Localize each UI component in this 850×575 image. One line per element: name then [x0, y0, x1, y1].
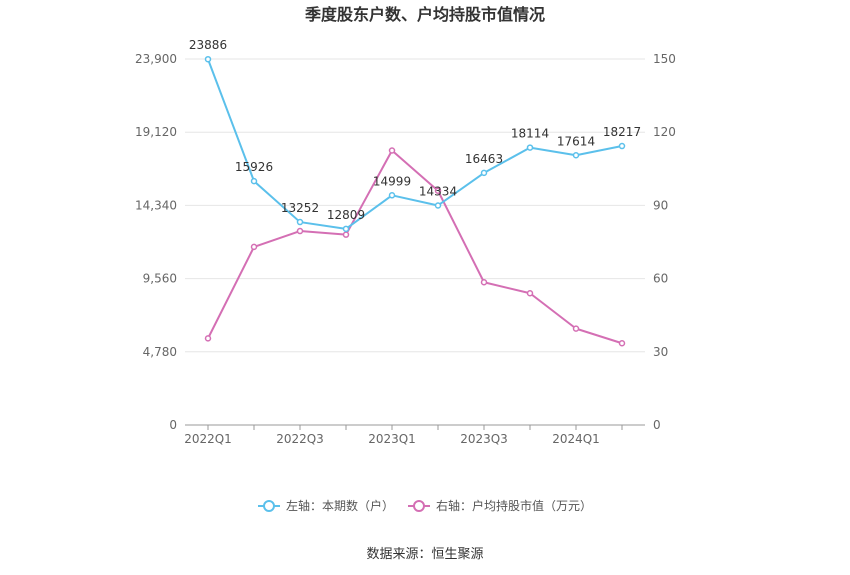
legend-swatch-marker	[413, 500, 425, 512]
y-right-tick-label: 120	[653, 125, 676, 139]
y-left-tick-label: 23,900	[135, 52, 177, 66]
data-point	[388, 192, 396, 199]
y-left-tick-label: 0	[169, 418, 177, 432]
data-label: 23886	[189, 38, 227, 52]
data-point	[618, 340, 626, 347]
data-point	[388, 147, 396, 154]
data-point	[342, 225, 350, 233]
y-right-tick-label: 60	[653, 272, 668, 286]
data-point	[204, 335, 212, 342]
data-point	[434, 187, 442, 195]
y-left-tick-label: 9,560	[143, 272, 177, 286]
axes: 0 0 4,780 30 9,560 60 14,340 90 19,120 120 23,900 1…	[135, 52, 676, 446]
data-label: 12809	[327, 208, 365, 222]
x-tick-label: 2024Q1	[552, 432, 600, 446]
data-label: 16463	[465, 152, 503, 166]
y-right-tick-label: 150	[653, 52, 676, 66]
data-point	[618, 142, 626, 150]
x-tick-label: 2022Q3	[276, 432, 324, 446]
data-point	[572, 152, 580, 159]
y-left-tick-label: 19,120	[135, 125, 177, 139]
data-label: 17614	[557, 134, 595, 148]
y-right-tick-label: 0	[653, 418, 661, 432]
series-line	[207, 149, 623, 345]
legend[interactable]: 左轴：本期数（户） 右轴：户均持股市值（万元）	[258, 498, 592, 513]
series-line	[207, 58, 623, 230]
data-label: 18217	[603, 125, 641, 139]
data-label: 15926	[235, 160, 273, 174]
x-tick-label: 2022Q1	[184, 432, 232, 446]
data-label: 13252	[281, 201, 319, 215]
data-label: 14999	[373, 174, 411, 188]
data-label: 14334	[419, 184, 457, 198]
data-point	[480, 279, 488, 286]
data-point	[204, 55, 212, 63]
y-left-tick-label: 4,780	[143, 345, 177, 359]
chart-title: 季度股东户数、户均持股市值情况	[304, 5, 545, 24]
x-tick-label: 2023Q3	[460, 432, 508, 446]
data-point	[434, 202, 442, 209]
data-point	[296, 227, 304, 235]
data-point	[342, 231, 350, 238]
y-right-tick-label: 30	[653, 345, 668, 359]
y-right-tick-label: 90	[653, 198, 668, 212]
grid	[185, 58, 645, 353]
legend-label: 左轴：本期数（户）	[286, 498, 394, 513]
data-point	[480, 169, 488, 177]
data-point	[526, 144, 534, 151]
source-note: 数据来源：恒生聚源	[366, 547, 483, 562]
data-label: 18114	[511, 127, 549, 141]
y-left-tick-label: 14,340	[135, 198, 177, 212]
series-layer: 23886 15926 13252 12809 14999 14334 16463 18114…	[189, 38, 641, 347]
data-point	[250, 177, 258, 185]
data-point	[250, 243, 258, 251]
data-point	[526, 289, 534, 297]
data-point	[296, 218, 304, 226]
data-point	[572, 325, 580, 332]
legend-swatch-marker	[263, 500, 275, 512]
x-tick-label: 2023Q1	[368, 432, 416, 446]
legend-label: 右轴：户均持股市值（万元）	[436, 498, 592, 513]
